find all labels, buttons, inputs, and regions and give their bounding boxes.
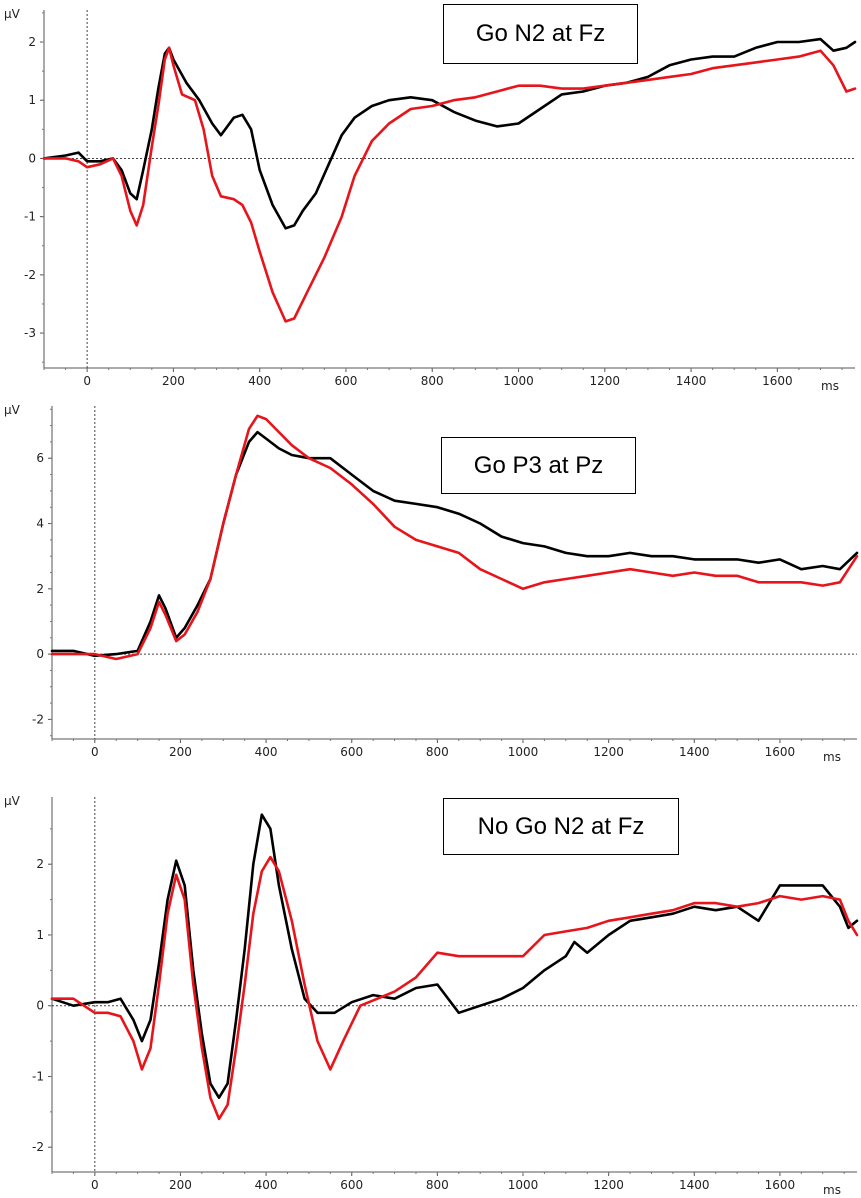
series-line-black <box>50 813 859 1099</box>
x-tick-label: 600 <box>340 1178 363 1192</box>
x-tick-label: 200 <box>162 374 185 388</box>
y-tick-label: 1 <box>28 93 36 107</box>
y-tick-label: 2 <box>28 35 36 49</box>
x-tick-label: 1400 <box>676 374 707 388</box>
x-tick-label: 400 <box>255 745 278 759</box>
x-tick-label: 800 <box>421 374 444 388</box>
chart-title: No Go N2 at Fz <box>443 798 679 855</box>
chart-title: Go N2 at Fz <box>443 4 638 64</box>
series-line-black <box>50 430 859 658</box>
y-axis-label: µV <box>4 794 21 808</box>
chart-canvas: 2 1 0 -1 -2 -3 0 200 400 600 800 1000 1200 1400 1600 µV… <box>4 7 857 393</box>
x-tick-label: 1200 <box>590 374 621 388</box>
y-tick-label: -2 <box>32 1140 44 1154</box>
x-axis-label: ms <box>821 379 839 393</box>
x-tick-label: 1600 <box>765 1178 796 1192</box>
x-tick-label: 200 <box>169 1178 192 1192</box>
x-tick-label: 0 <box>91 1178 99 1192</box>
series-line-red <box>42 46 857 323</box>
y-tick-label: -3 <box>24 326 36 340</box>
y-tick-label: 0 <box>36 999 44 1013</box>
x-tick-label: 600 <box>340 745 363 759</box>
x-tick-label: 1000 <box>508 1178 539 1192</box>
y-tick-label: 0 <box>28 151 36 165</box>
x-tick-label: 600 <box>335 374 358 388</box>
x-axis-label: ms <box>823 1183 841 1197</box>
chart-go-p3-pz: 6 4 2 0 -2 0 200 400 600 800 1000 1200 1400 1600 µV ms … <box>0 400 861 785</box>
y-tick-label: 2 <box>36 857 44 871</box>
y-axis-label: µV <box>4 7 21 21</box>
x-tick-label: 1000 <box>503 374 534 388</box>
chart-title: Go P3 at Pz <box>441 437 636 494</box>
x-tick-label: 0 <box>83 374 91 388</box>
y-tick-label: 6 <box>36 451 44 465</box>
x-tick-label: 400 <box>255 1178 278 1192</box>
x-axis-label: ms <box>823 750 841 764</box>
x-tick-label: 1600 <box>762 374 793 388</box>
chart-go-n2-fz: 2 1 0 -1 -2 -3 0 200 400 600 800 1000 1200 1400 1600 µV… <box>0 0 861 400</box>
series-line-red <box>50 414 859 661</box>
y-tick-label: 1 <box>36 928 44 942</box>
x-tick-label: 1600 <box>765 745 796 759</box>
x-tick-label: 1000 <box>508 745 539 759</box>
y-tick-label: -2 <box>32 712 44 726</box>
x-tick-label: 400 <box>248 374 271 388</box>
x-tick-label: 800 <box>426 745 449 759</box>
x-tick-label: 800 <box>426 1178 449 1192</box>
x-tick-label: 1400 <box>679 1178 710 1192</box>
y-tick-label: -2 <box>24 268 36 282</box>
chart-canvas: 6 4 2 0 -2 0 200 400 600 800 1000 1200 1400 1600 µV ms <box>4 403 859 764</box>
x-tick-label: 1400 <box>679 745 710 759</box>
x-tick-label: 0 <box>91 745 99 759</box>
y-tick-label: 2 <box>36 582 44 596</box>
x-tick-label: 1200 <box>593 1178 624 1192</box>
y-tick-label: 0 <box>36 647 44 661</box>
chart-canvas: 2 1 0 -1 -2 0 200 400 600 800 1000 1200 1400 1600 µV ms <box>4 794 859 1197</box>
x-tick-label: 1200 <box>593 745 624 759</box>
series-line-black <box>42 37 857 230</box>
x-tick-label: 200 <box>169 745 192 759</box>
y-tick-label: -1 <box>24 210 36 224</box>
y-tick-label: 4 <box>36 517 44 531</box>
y-axis-label: µV <box>4 403 21 417</box>
chart-nogo-n2-fz: 2 1 0 -1 -2 0 200 400 600 800 1000 1200 1400 1600 µV ms… <box>0 785 861 1198</box>
y-tick-label: -1 <box>32 1069 44 1083</box>
series-line-red <box>50 855 859 1121</box>
